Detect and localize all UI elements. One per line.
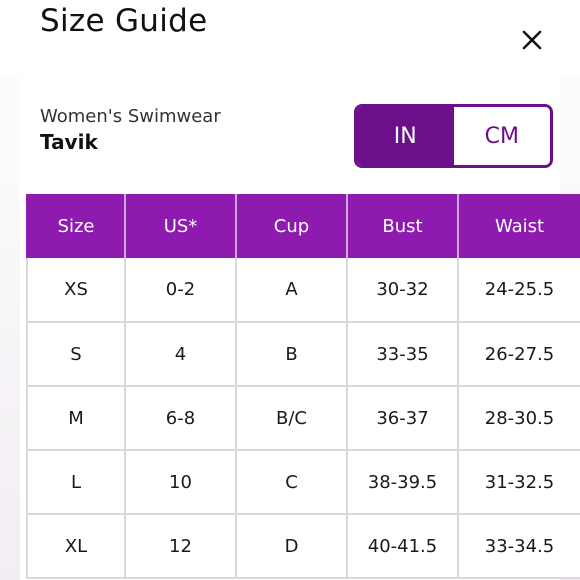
column-header-waist: Waist: [458, 194, 580, 258]
unit-toggle: IN CM: [354, 104, 553, 168]
header: Size Guide: [0, 0, 580, 74]
cell-waist: 31-32.5: [458, 450, 580, 515]
cell-cup: D: [236, 514, 348, 579]
cell-us: 12: [125, 514, 237, 579]
cell-bust: 40-41.5: [347, 514, 459, 579]
cell-waist: 28-30.5: [458, 386, 580, 451]
cell-bust: 30-32: [347, 258, 459, 323]
cell-waist: 26-27.5: [458, 322, 580, 387]
cell-us: 0-2: [125, 258, 237, 323]
table-row: L 10 C 38-39.5 31-32.5: [26, 450, 580, 515]
cell-size: XS: [26, 258, 126, 323]
table-header-row: Size US* Cup Bust Waist: [26, 194, 580, 258]
cell-bust: 33-35: [347, 322, 459, 387]
unit-option-in[interactable]: IN: [357, 107, 454, 165]
product-category: Women's Swimwear: [40, 106, 221, 127]
column-header-us: US*: [125, 194, 237, 258]
cell-size: M: [26, 386, 126, 451]
cell-cup: A: [236, 258, 348, 323]
cell-size: XL: [26, 514, 126, 579]
cell-size: S: [26, 322, 126, 387]
cell-waist: 24-25.5: [458, 258, 580, 323]
cell-cup: B/C: [236, 386, 348, 451]
cell-us: 10: [125, 450, 237, 515]
unit-option-cm[interactable]: CM: [453, 107, 550, 165]
size-guide-panel: Women's Swimwear Tavik IN CM Size US* Cu…: [20, 76, 580, 580]
cell-cup: B: [236, 322, 348, 387]
cell-waist: 33-34.5: [458, 514, 580, 579]
table-row: XL 12 D 40-41.5 33-34.5: [26, 514, 580, 579]
cell-us: 4: [125, 322, 237, 387]
table-row: M 6-8 B/C 36-37 28-30.5: [26, 386, 580, 451]
cell-bust: 36-37: [347, 386, 459, 451]
table-row: XS 0-2 A 30-32 24-25.5: [26, 258, 580, 323]
column-header-cup: Cup: [236, 194, 348, 258]
cell-us: 6-8: [125, 386, 237, 451]
close-icon: [522, 30, 542, 50]
close-button[interactable]: [516, 24, 548, 56]
size-table: Size US* Cup Bust Waist XS 0-2 A 30-32 2…: [26, 194, 580, 579]
cell-cup: C: [236, 450, 348, 515]
cell-size: L: [26, 450, 126, 515]
page-title: Size Guide: [40, 3, 208, 39]
table-row: S 4 B 33-35 26-27.5: [26, 322, 580, 387]
cell-bust: 38-39.5: [347, 450, 459, 515]
product-name: Tavik: [40, 130, 98, 154]
column-header-size: Size: [26, 194, 126, 258]
column-header-bust: Bust: [347, 194, 459, 258]
